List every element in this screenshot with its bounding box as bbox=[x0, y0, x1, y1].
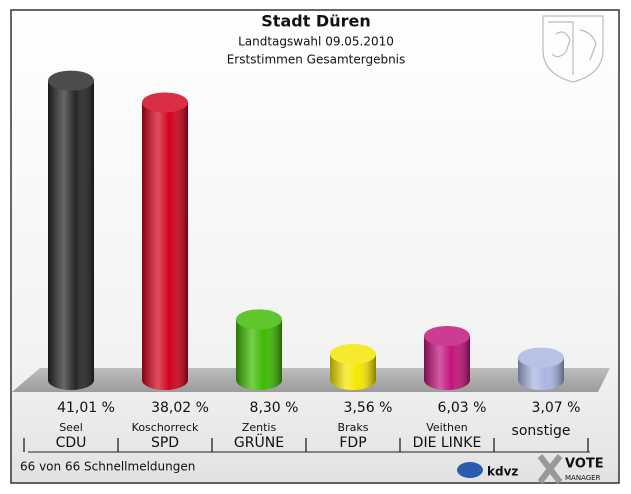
coat-of-arms bbox=[542, 15, 604, 83]
x-tick-label: SPD bbox=[151, 435, 179, 451]
bar-top bbox=[518, 347, 564, 368]
candidate-label: Braks bbox=[338, 421, 369, 434]
value-label: 8,30 % bbox=[250, 400, 299, 416]
bar-top bbox=[48, 70, 94, 91]
logo: kdvz VOTE MANAGER bbox=[457, 454, 604, 484]
x-tick-label: sonstige bbox=[512, 423, 571, 439]
x-tick-label: DIE LINKE bbox=[413, 435, 482, 451]
bar-top bbox=[424, 325, 470, 346]
subtitle: Landtagswahl 09.05.2010 bbox=[238, 35, 394, 49]
bar-top bbox=[236, 309, 282, 330]
bar-top bbox=[142, 92, 188, 113]
candidate-label: Veithen bbox=[426, 421, 468, 434]
subtitle: Erststimmen Gesamtergebnis bbox=[227, 53, 406, 67]
logo-text: VOTE bbox=[565, 457, 604, 472]
bar-shading bbox=[48, 80, 94, 390]
bar-top-shine bbox=[48, 70, 94, 91]
candidate-label: Seel bbox=[59, 421, 83, 434]
value-label: 41,01 % bbox=[57, 400, 115, 416]
x-tick-label: GRÜNE bbox=[234, 433, 284, 451]
bar-shading bbox=[330, 354, 376, 390]
x-tick-label: FDP bbox=[339, 435, 366, 451]
bar-top-shine bbox=[142, 92, 188, 113]
frame bbox=[10, 9, 620, 484]
value-label: 3,07 % bbox=[532, 400, 581, 416]
logo-text: MANAGER bbox=[565, 474, 601, 482]
bar-top-shine bbox=[424, 325, 470, 346]
footer: 66 von 66 Schnellmeldungen bbox=[20, 460, 195, 474]
bar-top-shine bbox=[330, 344, 376, 365]
x-tick-label: CDU bbox=[56, 435, 87, 451]
candidate-label: Zentis bbox=[242, 421, 277, 434]
logo-text: kdvz bbox=[487, 465, 518, 479]
bar-top bbox=[330, 344, 376, 365]
bar-shading bbox=[236, 319, 282, 390]
bar-shading bbox=[424, 335, 470, 390]
chart-title: Stadt Düren bbox=[261, 12, 370, 31]
bar-top-shine bbox=[236, 309, 282, 330]
value-label: 3,56 % bbox=[344, 400, 393, 416]
value-label: 38,02 % bbox=[151, 400, 209, 416]
bar-top-shine bbox=[518, 347, 564, 368]
candidate-label: Koschorreck bbox=[132, 421, 199, 434]
value-label: 6,03 % bbox=[438, 400, 487, 416]
bar-shading bbox=[142, 102, 188, 390]
